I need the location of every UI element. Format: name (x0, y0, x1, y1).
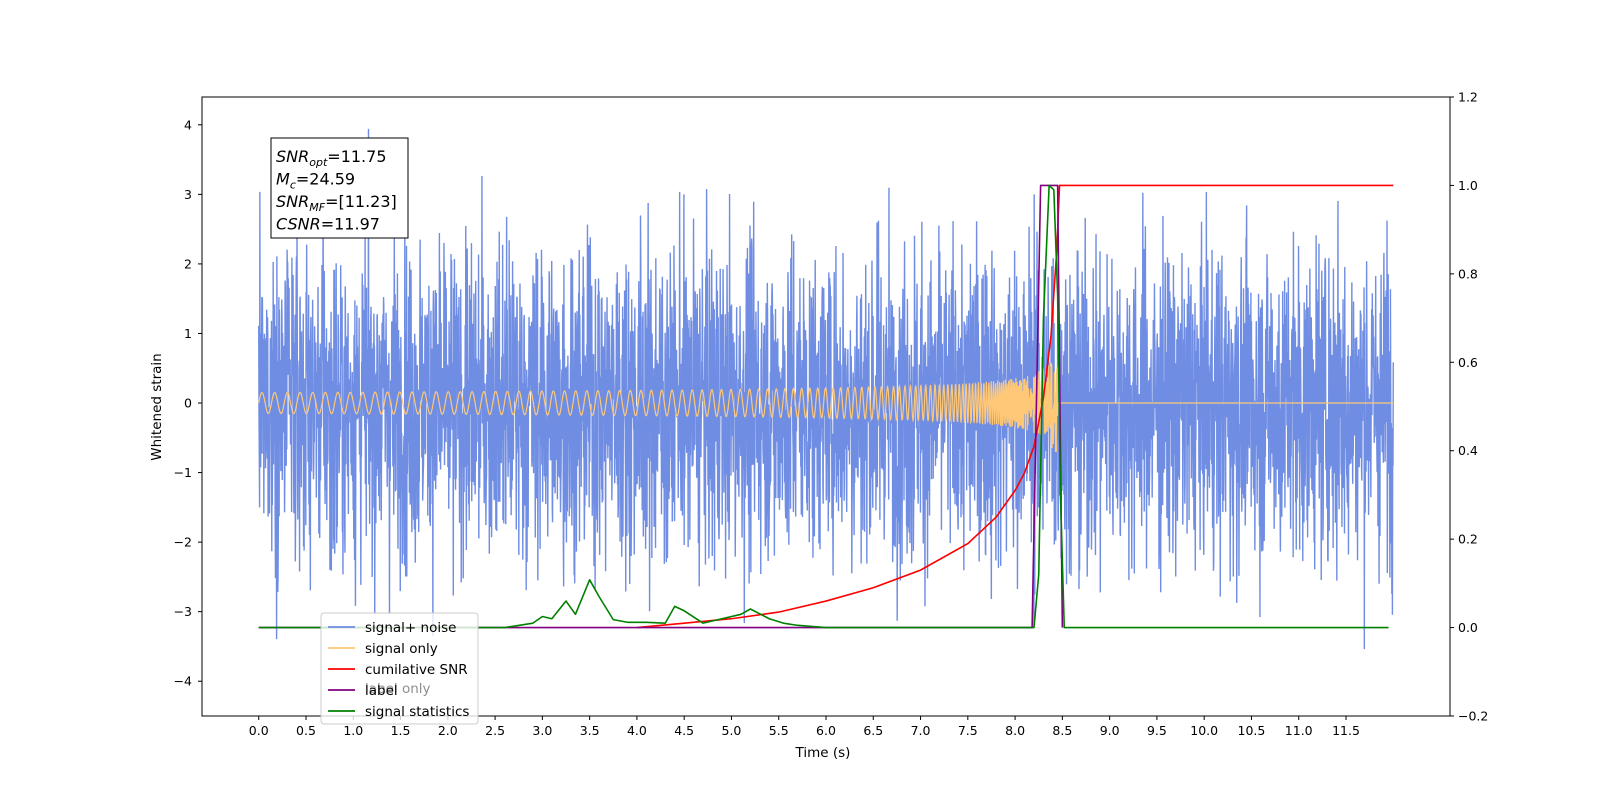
y-tick-label: 0 (184, 396, 192, 411)
y2-tick-label: 0.6 (1458, 355, 1478, 370)
annotation-line: CSNR=11.97 (276, 215, 380, 234)
annotation-base: SNR (276, 147, 309, 166)
series-layer (258, 128, 1394, 650)
x-tick-label: 5.0 (722, 723, 742, 738)
y2-tick-label: 0.0 (1458, 620, 1478, 635)
legend-label: label (365, 683, 398, 699)
x-tick-label: 7.5 (958, 723, 978, 738)
x-tick-label: 5.5 (769, 723, 789, 738)
series-label (258, 184, 1064, 629)
legend: label only signal+ noise signal only cumila… (320, 612, 479, 725)
y2-tick-label: 1.2 (1458, 90, 1478, 105)
y-axis-label: Whitened strain (149, 353, 165, 460)
annotation-value: =24.59 (296, 170, 355, 189)
annotation-frame (270, 137, 409, 239)
annotation-base: M (276, 170, 290, 189)
annotation-sub: c (290, 179, 296, 192)
stats-annotation-box: SNRopt=11.75Mc=24.59SNRMF=[11.23]CSNR=11… (270, 137, 409, 239)
legend-label: signal+ noise (365, 620, 456, 636)
x-tick-label: 0.5 (296, 723, 316, 738)
y2-tick-label: 0.8 (1458, 266, 1478, 281)
annotation-base: SNR (276, 192, 309, 211)
legend-label: signal statistics (365, 704, 469, 720)
x-tick-label: 8.5 (1052, 723, 1072, 738)
legend-label: cumilative SNR (365, 662, 468, 678)
annotation-line: Mc=24.59 (276, 170, 355, 192)
y-tick-label: 2 (184, 256, 192, 271)
y-tick-label: 4 (184, 117, 192, 132)
y-tick-label: −2 (174, 535, 192, 550)
y2-tick-label: 0.4 (1458, 443, 1478, 458)
x-tick-label: 11.0 (1285, 723, 1313, 738)
annotation-sub: opt (309, 156, 328, 169)
series-signal-noise (258, 128, 1394, 650)
x-tick-label: 11.5 (1332, 723, 1360, 738)
annotation-sub: MF (309, 201, 325, 214)
y-tick-label: 1 (184, 326, 192, 341)
y-tick-label: 3 (184, 187, 192, 202)
annotation-line: SNRMF=[11.23] (276, 192, 397, 214)
y-axis-right: 1.2 1.0 0.8 0.6 0.4 0.2 0.0 −0.2 (1450, 90, 1488, 724)
annotation-value: =11.97 (321, 215, 380, 234)
x-tick-label: 2.5 (485, 723, 505, 738)
x-tick-label: 1.5 (391, 723, 411, 738)
legend-frame (320, 612, 479, 725)
legend-obscured-text: label only (365, 681, 431, 697)
x-tick-label: 3.0 (532, 723, 552, 738)
annotation-line: SNRopt=11.75 (276, 147, 387, 169)
annotation-value: =[11.23] (325, 192, 397, 211)
x-tick-label: 8.0 (1005, 723, 1025, 738)
x-tick-label: 4.5 (674, 723, 694, 738)
x-tick-label: 4.0 (627, 723, 647, 738)
annotation-value: =11.75 (327, 147, 386, 166)
y-tick-label: −1 (174, 465, 192, 480)
series-signal-statistics (258, 184, 1389, 629)
x-tick-label: 9.5 (1147, 723, 1167, 738)
y2-tick-label: 0.2 (1458, 532, 1478, 547)
x-tick-label: 10.5 (1238, 723, 1266, 738)
y-axis-left: 4 3 2 1 0 −1 −2 −3 −4 (174, 117, 202, 689)
x-tick-label: 6.5 (863, 723, 883, 738)
y-tick-label: −3 (174, 604, 192, 619)
y2-tick-label: −0.2 (1458, 709, 1488, 724)
series-signal-only (258, 362, 1394, 453)
x-tick-label: 9.0 (1100, 723, 1120, 738)
series-cumulative-snr (636, 184, 1394, 629)
annotation-base: CSNR (276, 215, 321, 234)
y2-tick-label: 1.0 (1458, 178, 1478, 193)
x-tick-label: 6.0 (816, 723, 836, 738)
x-tick-label: 1.0 (343, 723, 363, 738)
legend-label: signal only (365, 641, 438, 657)
x-tick-label: 7.0 (911, 723, 931, 738)
y-tick-label: −4 (174, 674, 192, 689)
x-tick-label: 3.5 (580, 723, 600, 738)
x-tick-label: 0.0 (249, 723, 269, 738)
x-tick-label: 10.0 (1190, 723, 1218, 738)
x-axis-label: Time (s) (795, 745, 851, 761)
x-axis: 0.0 0.5 1.0 1.5 2.0 2.5 3.0 3.5 4.0 4.5 5.0 5.5 6.0 6… (249, 716, 1360, 738)
x-tick-label: 2.0 (438, 723, 458, 738)
